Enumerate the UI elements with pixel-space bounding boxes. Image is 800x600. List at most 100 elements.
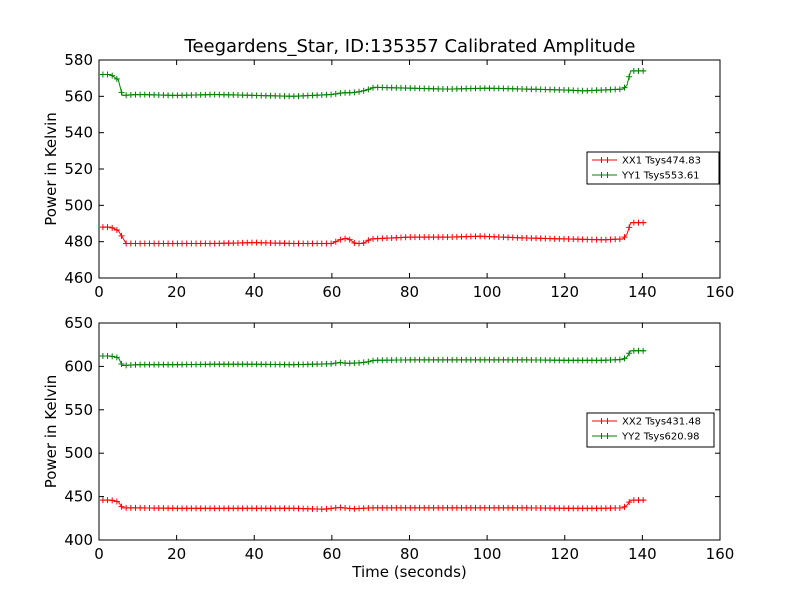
legend-label: XX1 Tsys474.83	[622, 156, 701, 167]
chart-layer: 0 20 40 60 80 100 120 140 160 460 480 500 520 540 560 5…	[42, 51, 734, 581]
legend-label: XX2 Tsys431.48	[622, 417, 701, 428]
x-axis-label: Time (seconds)	[351, 563, 467, 581]
data-point	[328, 360, 335, 367]
series-yy2	[99, 347, 647, 369]
y-tick-label: 480	[64, 233, 93, 251]
y-axis-label: Power in Kelvin	[42, 112, 60, 226]
data-point	[109, 497, 116, 504]
y-tick-label: 500	[64, 196, 93, 214]
data-point	[332, 90, 339, 97]
x-tick-label: 60	[322, 283, 341, 301]
data-point	[365, 358, 372, 365]
data-point	[113, 227, 120, 234]
data-point	[328, 91, 335, 98]
data-point	[356, 359, 363, 366]
y-tick-label: 600	[64, 357, 93, 375]
y-tick-label: 500	[64, 444, 93, 462]
y-axis-label: Power in Kelvin	[42, 375, 60, 489]
data-point	[118, 232, 125, 239]
x-tick-label: 40	[245, 283, 264, 301]
data-point	[365, 86, 372, 93]
x-tick-label: 80	[400, 545, 419, 563]
data-point	[626, 499, 633, 506]
y-tick-label: 400	[64, 531, 93, 549]
data-point	[626, 224, 633, 231]
data-point	[640, 219, 647, 226]
data-point	[351, 239, 358, 246]
data-point	[104, 71, 111, 78]
y-tick-label: 450	[64, 488, 93, 506]
data-point	[360, 359, 367, 366]
x-tick-label: 120	[550, 283, 579, 301]
data-point	[109, 353, 116, 360]
legend: XX1 Tsys474.83 YY1 Tsys553.61	[586, 151, 720, 185]
y-tick-label: 650	[64, 314, 93, 332]
y-tick-label: 550	[64, 401, 93, 419]
y-tick-label: 580	[64, 51, 93, 69]
data-point	[351, 89, 358, 96]
data-point	[113, 75, 120, 82]
data-point	[621, 503, 628, 510]
data-point	[621, 84, 628, 91]
data-point	[616, 504, 623, 511]
x-tick-label: 140	[628, 283, 657, 301]
x-tick-label: 20	[167, 545, 186, 563]
x-tick-label: 160	[706, 283, 735, 301]
x-tick-label: 0	[94, 545, 104, 563]
data-point	[626, 73, 633, 80]
x-tick-label: 80	[400, 283, 419, 301]
y-tick-label: 540	[64, 124, 93, 142]
data-point	[346, 236, 353, 243]
data-point	[626, 350, 633, 357]
data-point	[360, 240, 367, 247]
data-point	[118, 89, 125, 96]
legend-marker	[601, 418, 608, 424]
x-tick-label: 160	[706, 545, 735, 563]
legend-label: YY1 Tsys553.61	[621, 171, 700, 182]
data-point	[104, 224, 111, 231]
y-tick-label: 520	[64, 160, 93, 178]
data-point	[337, 236, 344, 243]
data-point	[109, 72, 116, 79]
data-point	[118, 503, 125, 510]
legend-marker	[601, 157, 608, 163]
data-point	[109, 224, 116, 231]
data-point	[118, 360, 125, 367]
data-point	[621, 234, 628, 241]
legend-box	[586, 151, 720, 185]
x-tick-label: 60	[322, 545, 341, 563]
data-point	[342, 235, 349, 242]
legend-marker	[601, 172, 608, 178]
legend-box	[586, 412, 715, 448]
x-tick-label: 140	[628, 545, 657, 563]
chart-1: 0 20 40 60 80 100 120 140 160 460 480 500 520 540 560 5…	[42, 51, 734, 301]
data-point	[337, 359, 344, 366]
data-point	[640, 347, 647, 354]
x-tick-label: 20	[167, 283, 186, 301]
data-point	[621, 355, 628, 362]
data-point	[328, 505, 335, 512]
data-point	[356, 88, 363, 95]
data-point	[332, 360, 339, 367]
data-point	[640, 497, 647, 504]
x-tick-label: 100	[473, 545, 502, 563]
x-tick-label: 0	[94, 283, 104, 301]
data-point	[640, 67, 647, 74]
legend: XX2 Tsys431.48 YY2 Tsys620.98	[586, 412, 715, 448]
legend-label: YY2 Tsys620.98	[621, 432, 700, 443]
x-tick-label: 100	[473, 283, 502, 301]
chart-2: 0 20 40 60 80 100 120 140 160 400 450 500 550 600 650 P…	[42, 314, 734, 581]
legend-marker	[601, 433, 608, 439]
series-xx1	[99, 219, 647, 247]
data-point	[365, 237, 372, 244]
data-point	[616, 356, 623, 363]
y-tick-label: 560	[64, 87, 93, 105]
data-point	[113, 498, 120, 505]
x-tick-label: 120	[550, 545, 579, 563]
data-point	[337, 504, 344, 511]
data-point	[323, 505, 330, 512]
data-point	[113, 354, 120, 361]
series-xx2	[99, 497, 647, 513]
figure-title: Teegardens_Star, ID:135357 Calibrated Am…	[184, 36, 636, 57]
y-tick-label: 460	[64, 269, 93, 287]
